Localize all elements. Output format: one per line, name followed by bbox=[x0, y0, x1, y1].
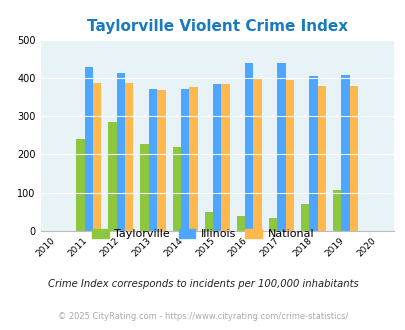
Bar bbox=[268, 217, 277, 231]
Bar bbox=[116, 73, 125, 231]
Title: Taylorville Violent Crime Index: Taylorville Violent Crime Index bbox=[86, 19, 347, 34]
Bar bbox=[181, 89, 189, 231]
Bar bbox=[125, 83, 133, 231]
Bar bbox=[221, 84, 229, 231]
Bar bbox=[277, 63, 285, 231]
Bar bbox=[140, 144, 149, 231]
Bar bbox=[93, 83, 101, 231]
Bar bbox=[341, 75, 349, 231]
Bar bbox=[172, 147, 181, 231]
Bar bbox=[309, 76, 317, 231]
Bar bbox=[84, 67, 93, 231]
Legend: Taylorville, Illinois, National: Taylorville, Illinois, National bbox=[87, 224, 318, 244]
Text: Crime Index corresponds to incidents per 100,000 inhabitants: Crime Index corresponds to incidents per… bbox=[47, 279, 358, 289]
Bar bbox=[108, 122, 116, 231]
Bar bbox=[157, 90, 165, 231]
Bar bbox=[317, 85, 325, 231]
Bar bbox=[189, 87, 197, 231]
Bar bbox=[333, 190, 341, 231]
Bar bbox=[76, 139, 84, 231]
Bar bbox=[349, 86, 357, 231]
Bar bbox=[236, 216, 245, 231]
Bar bbox=[253, 79, 261, 231]
Bar bbox=[149, 88, 157, 231]
Bar bbox=[300, 204, 309, 231]
Bar bbox=[245, 63, 253, 231]
Bar bbox=[213, 84, 221, 231]
Bar bbox=[204, 212, 213, 231]
Bar bbox=[285, 80, 293, 231]
Text: © 2025 CityRating.com - https://www.cityrating.com/crime-statistics/: © 2025 CityRating.com - https://www.city… bbox=[58, 312, 347, 321]
